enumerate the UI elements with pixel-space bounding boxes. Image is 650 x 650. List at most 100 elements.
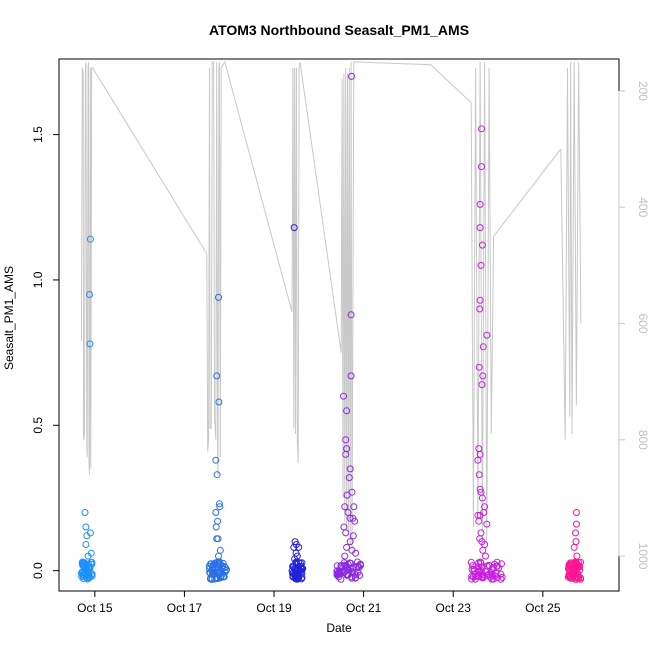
data-point — [212, 509, 220, 516]
data-point — [489, 572, 497, 580]
data-point — [565, 563, 573, 571]
data-point — [215, 500, 223, 508]
data-point — [570, 543, 578, 551]
data-point-high — [348, 72, 355, 80]
data-point — [355, 563, 363, 571]
data-point — [222, 566, 230, 574]
data-point — [476, 450, 484, 458]
data-point-high — [347, 372, 355, 380]
y-axis-label: Seasalt_PM1_AMS — [2, 266, 16, 370]
data-point — [85, 560, 93, 568]
data-point — [295, 543, 303, 551]
data-point — [290, 543, 298, 551]
data-point-high — [86, 340, 94, 348]
data-point — [293, 575, 301, 583]
pressure-line-layer — [80, 60, 582, 551]
data-point — [335, 568, 343, 576]
data-point — [485, 561, 493, 569]
data-point — [349, 532, 357, 540]
secondary-tick-label: 400 — [636, 197, 650, 217]
data-point — [343, 407, 351, 415]
data-point — [295, 564, 302, 572]
data-point — [351, 517, 359, 525]
data-point — [211, 568, 219, 576]
data-point — [469, 562, 476, 570]
data-point — [291, 555, 299, 563]
data-point — [498, 573, 506, 581]
data-point — [477, 559, 485, 567]
data-point — [352, 549, 360, 557]
data-point — [350, 503, 358, 511]
pressure-line-flight-3 — [291, 61, 342, 464]
data-point — [483, 520, 491, 528]
data-point-high — [213, 372, 221, 380]
data-point — [356, 571, 364, 579]
data-point — [572, 509, 580, 516]
data-point — [212, 523, 220, 531]
data-point — [288, 567, 296, 575]
data-point — [78, 558, 86, 566]
data-point — [220, 572, 228, 580]
data-point-high — [86, 235, 94, 243]
data-point — [341, 552, 349, 560]
data-point-high — [476, 305, 484, 313]
data-point — [208, 575, 216, 583]
flight-points-6 — [564, 509, 585, 583]
data-point — [493, 558, 501, 566]
flight-points-5 — [467, 125, 506, 583]
data-point — [342, 436, 350, 444]
x-tick-label: Oct 21 — [346, 601, 382, 615]
data-point-high — [476, 224, 484, 232]
data-point — [489, 565, 497, 573]
data-point — [82, 523, 90, 531]
data-point — [340, 569, 348, 577]
data-point — [82, 541, 90, 548]
data-point — [78, 569, 85, 577]
data-point — [213, 535, 221, 543]
data-point — [476, 485, 484, 493]
data-point — [489, 575, 497, 583]
data-point — [213, 471, 221, 479]
data-point — [342, 450, 350, 458]
data-point — [566, 573, 574, 581]
data-point — [341, 503, 349, 511]
x-axis-label: Date — [326, 621, 352, 635]
data-point-high — [347, 311, 355, 319]
axes-layer: Oct 15 Oct 17 Oct 19 Oct 21 Oct 23 Oct 25 0.0 0… — [31, 81, 650, 615]
data-point-high — [478, 381, 486, 389]
data-point — [482, 552, 489, 560]
x-tick-label: Oct 23 — [436, 601, 472, 615]
data-point — [478, 574, 486, 581]
y-tick-label: 0.0 — [31, 562, 45, 579]
data-point — [295, 574, 303, 582]
data-point — [345, 474, 353, 482]
data-point-high — [475, 363, 483, 371]
data-point — [346, 538, 354, 546]
data-point — [87, 549, 95, 557]
flight-points-1 — [78, 235, 96, 583]
data-point — [217, 572, 225, 580]
data-point — [469, 573, 477, 581]
data-point-high — [479, 343, 487, 351]
secondary-tick-label: 1000 — [636, 543, 650, 570]
data-point — [467, 558, 475, 566]
data-point — [566, 572, 574, 580]
data-point — [470, 565, 478, 573]
pressure-line-flight-6 — [560, 61, 582, 440]
data-point-high — [290, 224, 298, 232]
data-point — [474, 456, 482, 464]
data-point-high — [479, 372, 487, 380]
pressure-line-flight-5 — [470, 61, 562, 545]
data-point — [221, 563, 229, 571]
data-point — [292, 558, 300, 566]
data-point — [479, 546, 487, 554]
data-point — [572, 529, 579, 537]
data-point — [570, 568, 578, 576]
secondary-tick-label: 800 — [636, 430, 650, 450]
data-point — [84, 575, 92, 583]
pressure-line-flight-2 — [206, 60, 293, 475]
data-point — [81, 509, 89, 516]
